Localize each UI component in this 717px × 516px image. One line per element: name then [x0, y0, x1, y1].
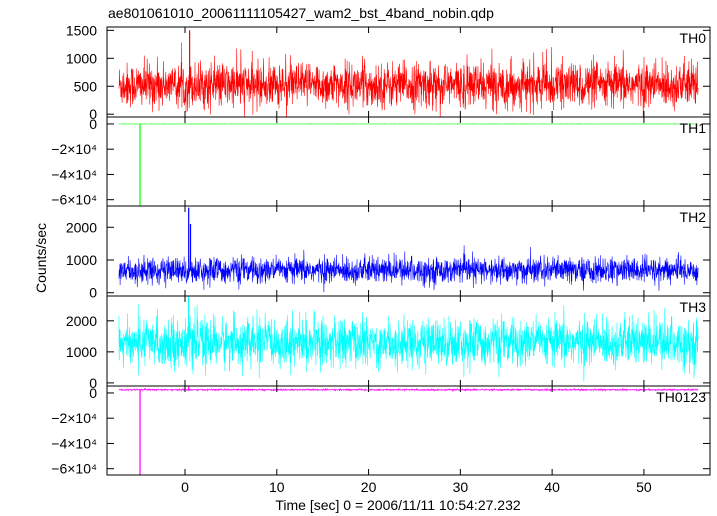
series-label-th0123: TH0123 — [656, 389, 706, 405]
panel-frame — [106, 385, 711, 476]
panel-th0123: 0 −2×10⁴ −4×10⁴ −6×10⁴ TH0123 — [51, 385, 711, 477]
panel-frame — [106, 26, 711, 118]
x-tick-label: 50 — [636, 479, 652, 495]
x-tick-label: 40 — [544, 479, 560, 495]
y-tick-label: −4×10⁴ — [51, 435, 97, 451]
y-tick-label: 0 — [89, 285, 97, 301]
y-tick-label: −6×10⁴ — [51, 461, 97, 477]
y-tick-label: −6×10⁴ — [51, 192, 97, 208]
y-tick-label: 0 — [89, 375, 97, 391]
series-label-th0: TH0 — [680, 30, 707, 46]
x-tick-label: 10 — [269, 479, 285, 495]
series-line-th0 — [118, 42, 699, 117]
y-axis-label: Counts/sec — [33, 223, 49, 293]
panels-group: 0 500 1000 1500 TH0 0 −2×10⁴ −4×10⁴ −6×10⁴ TH1 0 10… — [51, 22, 711, 477]
series-line-th1 — [118, 123, 699, 125]
y-tick-label: 2000 — [66, 219, 97, 235]
y-tick-label: 1500 — [66, 22, 97, 38]
y-tick-label: −2×10⁴ — [51, 410, 97, 426]
panel-th2: 0 1000 2000 TH2 — [66, 205, 711, 301]
series-line-th2 — [118, 245, 699, 293]
x-tick-label: 30 — [453, 479, 469, 495]
panel-th0: 0 500 1000 1500 TH0 — [66, 22, 711, 122]
y-tick-label: 2000 — [66, 313, 97, 329]
y-tick-label: 500 — [74, 78, 98, 94]
series-line-th0123 — [118, 387, 699, 392]
panel-th1: 0 −2×10⁴ −4×10⁴ −6×10⁴ TH1 — [51, 116, 711, 208]
chart-title: ae801061010_20061111105427_wam2_bst_4ban… — [108, 5, 494, 21]
x-tick-label: 0 — [181, 479, 189, 495]
y-tick-label: −2×10⁴ — [51, 141, 97, 157]
series-line-th3 — [118, 303, 699, 382]
y-tick-label: 0 — [89, 385, 97, 401]
series-label-th3: TH3 — [680, 299, 707, 315]
y-tick-label: 1000 — [66, 50, 97, 66]
series-label-th1: TH1 — [680, 120, 707, 136]
x-axis-label: Time [sec] 0 = 2006/11/11 10:54:27.232 — [275, 497, 521, 513]
x-tick-label: 20 — [361, 479, 377, 495]
y-tick-label: 1000 — [66, 252, 97, 268]
series-label-th2: TH2 — [680, 209, 707, 225]
y-tick-label: −4×10⁴ — [51, 166, 97, 182]
panel-th3: 0 1000 2000 TH3 — [66, 295, 711, 391]
y-tick-label: 0 — [89, 116, 97, 132]
y-tick-label: 1000 — [66, 344, 97, 360]
panel-frame — [106, 205, 711, 297]
x-tick-labels: 0 10 20 30 40 50 — [181, 479, 652, 495]
panel-frame — [106, 116, 711, 207]
y-tick-label: 0 — [89, 106, 97, 122]
